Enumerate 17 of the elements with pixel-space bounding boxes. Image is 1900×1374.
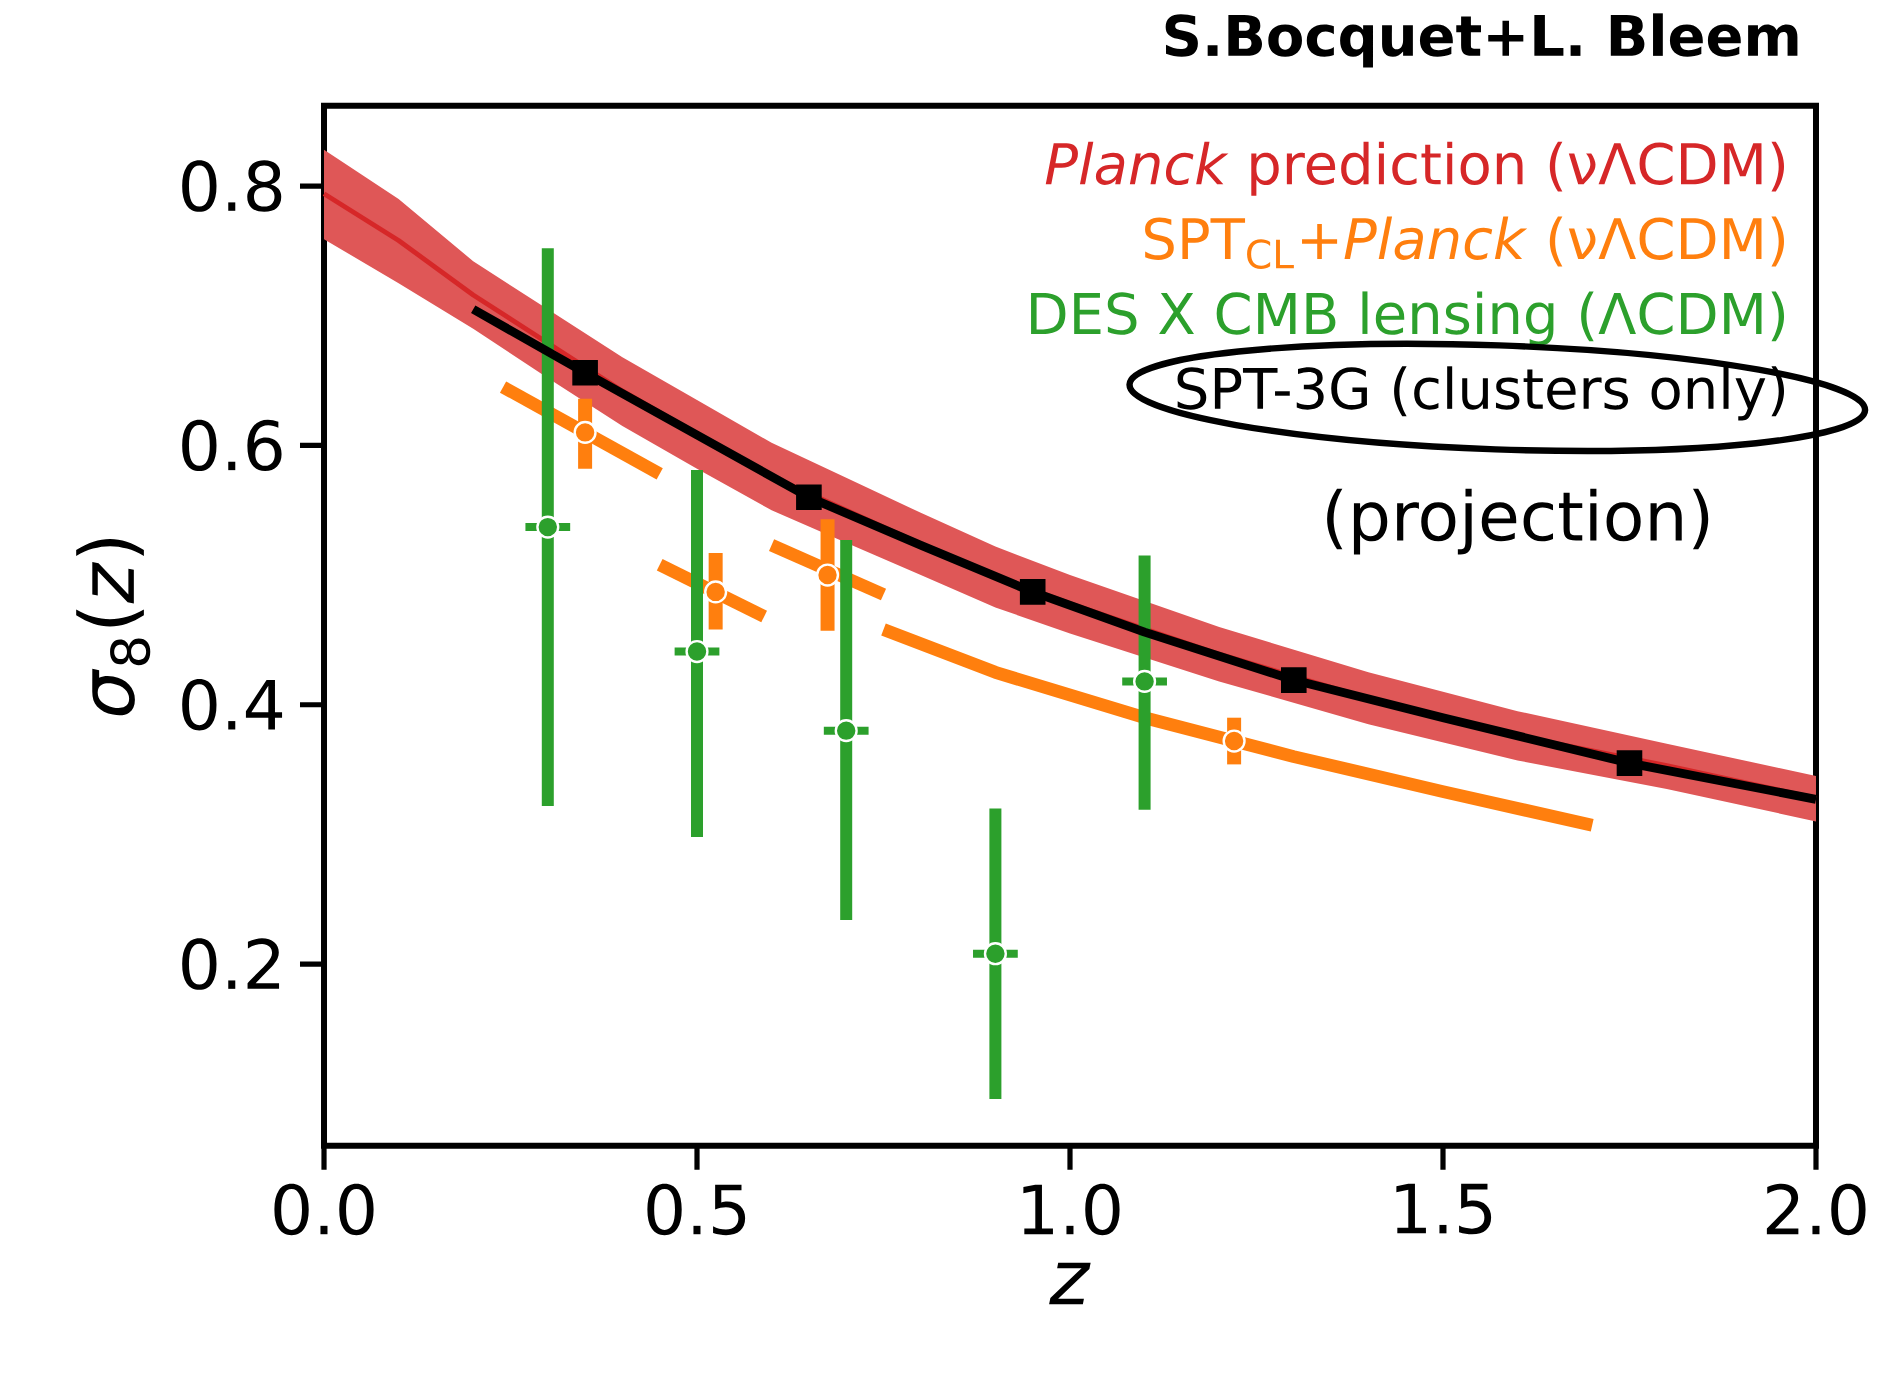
y-tick-label: 0.8: [182, 160, 282, 212]
x-tick-label: 2.0: [1766, 1183, 1866, 1236]
y-tick-label: 0.2: [182, 938, 280, 990]
text: SPT$_{CL}$+Planck (νΛCDM): [1145, 216, 1785, 270]
y-tick-label: 0.6: [182, 419, 282, 472]
x-tick-label: 0.0: [274, 1183, 374, 1236]
annotation: (projection): [1327, 488, 1709, 555]
text: DES X CMB lensing (ΛCDM): [1031, 291, 1785, 346]
y-tick-label: 0.4: [182, 679, 283, 731]
y-axis-title: σ$_{8}$(z): [76, 539, 151, 716]
x-tick-label: 1.0: [1023, 1183, 1120, 1236]
chart-title: S.Bocquet+L. Bleem: [1165, 13, 1798, 68]
x-axis-title: z: [1049, 1262, 1091, 1305]
legend-label: SPT-3G (clusters only): [1177, 366, 1785, 421]
x-tick-label: 0.5: [647, 1183, 746, 1236]
text: Planck prediction (νΛCDM): [1045, 141, 1785, 197]
x-tick-label: 1.5: [1396, 1183, 1492, 1235]
